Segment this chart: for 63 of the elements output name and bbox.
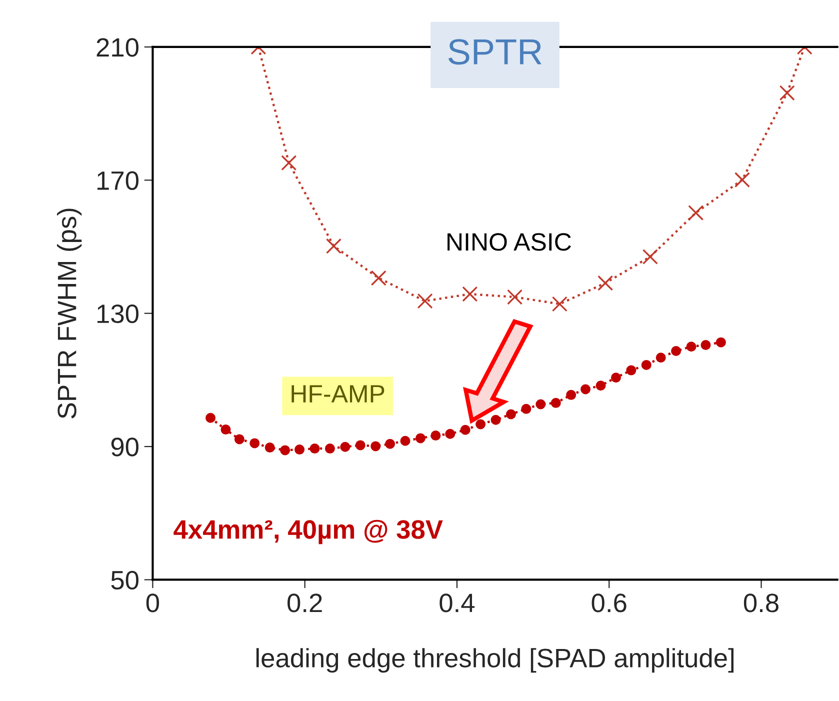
point [370, 270, 386, 286]
point [734, 172, 750, 188]
point [294, 444, 305, 455]
point [536, 399, 546, 410]
point [552, 296, 568, 312]
point [220, 424, 231, 435]
point [460, 424, 470, 435]
point [281, 155, 297, 171]
point [430, 430, 441, 441]
point [355, 440, 366, 450]
point [264, 442, 275, 453]
x-tick-label: 0.4 [440, 594, 475, 612]
point [400, 436, 410, 446]
x-tick-label: 0.8 [744, 594, 778, 612]
point [688, 205, 704, 221]
point [370, 441, 381, 452]
x-tick-label: 0 [146, 594, 160, 612]
point [641, 360, 652, 370]
point [445, 428, 456, 439]
annotation: 4x4mm², 40µm @ 38V [174, 520, 443, 544]
y-tick-label: 50 [111, 570, 138, 590]
point [671, 346, 682, 356]
point [550, 398, 561, 408]
y-axis-title: SPTR FWHM (ps) [56, 208, 82, 418]
point [385, 438, 396, 449]
point [598, 275, 614, 291]
point [642, 248, 658, 265]
point [310, 444, 320, 454]
point [656, 352, 666, 363]
point [700, 340, 711, 350]
point [280, 445, 290, 456]
x-axis-title: leading edge threshold [SPAD amplitude] [256, 648, 734, 673]
chart-title: SPTR [448, 39, 542, 65]
point [340, 442, 350, 452]
point [326, 238, 342, 254]
point [462, 286, 478, 302]
point [415, 433, 426, 444]
point [234, 434, 244, 444]
point [507, 289, 523, 305]
point [417, 293, 433, 309]
point [716, 337, 726, 348]
point [476, 419, 486, 430]
point [626, 365, 636, 376]
point [596, 380, 606, 391]
y-tick-label: 90 [111, 438, 138, 456]
point [610, 372, 621, 383]
point [566, 390, 576, 400]
point [686, 342, 696, 352]
point [779, 85, 795, 101]
y-tick-label: 170 [97, 171, 138, 190]
x-tick-label: 0.6 [592, 594, 626, 612]
series-label: HF-AMP [292, 385, 384, 402]
point [490, 414, 501, 425]
y-tick-label: 210 [96, 38, 138, 57]
point [250, 438, 260, 448]
point [580, 384, 591, 394]
series-label: NINO ASIC [448, 233, 571, 251]
point [206, 412, 216, 423]
y-tick-label: 130 [97, 304, 138, 324]
x-tick-label: 0.2 [288, 594, 322, 612]
point [506, 409, 516, 420]
point [521, 404, 532, 414]
point [324, 444, 335, 454]
